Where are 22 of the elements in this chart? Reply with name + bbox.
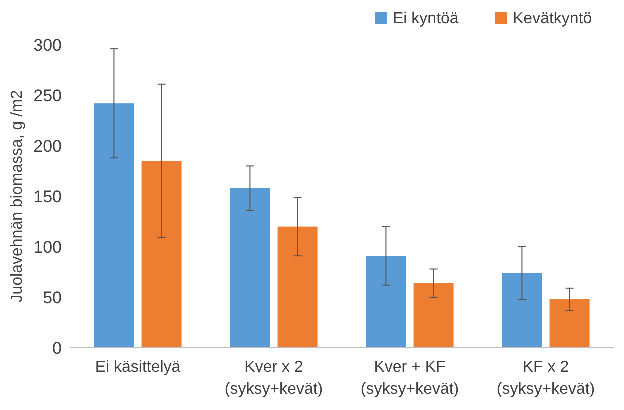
bar	[278, 226, 318, 348]
legend-label: Ei kyntöä	[393, 10, 459, 28]
y-tick-label: 200	[34, 136, 62, 156]
y-axis-title: Juolavehnän biomassa, g /m2	[9, 90, 26, 303]
x-tick-label: Kver x 2 (syksy+kevät)	[224, 359, 324, 398]
bar	[550, 300, 590, 348]
y-tick-label: 250	[34, 86, 62, 106]
bar	[94, 104, 134, 348]
bar	[230, 188, 270, 348]
y-tick-label: 100	[34, 238, 62, 257]
y-tick-label: 0	[52, 338, 62, 358]
x-tick-label: Ei käsittelyä	[95, 359, 181, 376]
bar	[366, 256, 406, 348]
y-tick-label: 300	[34, 36, 62, 55]
y-tick-label: 150	[34, 187, 62, 206]
bar	[142, 161, 182, 348]
y-tick-label: 50	[43, 288, 62, 308]
bar	[502, 273, 542, 348]
x-tick-label: Kver + KF (syksy+kevät)	[360, 359, 460, 398]
bar	[414, 283, 454, 348]
legend-label: Kevätkyntö	[513, 10, 592, 28]
x-tick-label: KF x 2 (syksy+kevät)	[496, 359, 596, 398]
